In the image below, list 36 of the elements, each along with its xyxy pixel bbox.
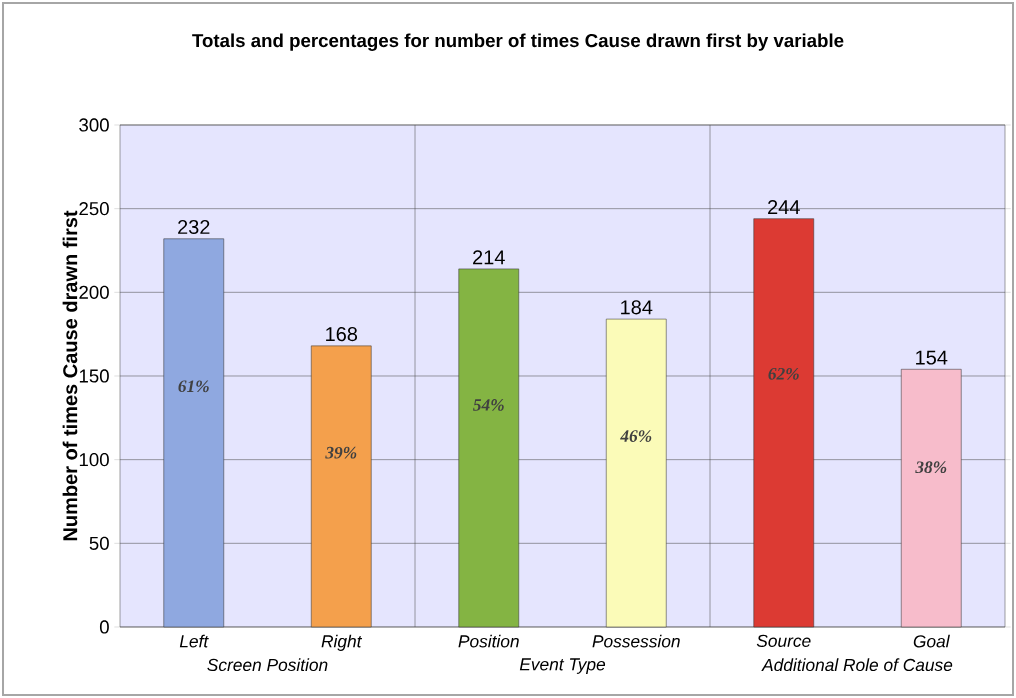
annotation: 46% [620, 430, 652, 442]
annotation: 38% [915, 461, 947, 474]
y-tick-label: 100 [79, 453, 109, 467]
x-tick-label: Left [179, 634, 209, 648]
bar [900, 369, 962, 628]
bar [458, 268, 520, 628]
annotation: 39% [325, 446, 357, 459]
chart-title: Totals and percentages for number of times Cause drawn first by variable [192, 33, 844, 51]
data-label: 244 [768, 200, 800, 214]
y-axis-title: Number of times Cause drawn first [62, 210, 78, 541]
annotation: 61% [178, 380, 209, 393]
y-tick-label: 0 [99, 620, 109, 634]
bar [310, 345, 372, 628]
annotation: 54% [473, 399, 504, 411]
y-tick-label: 300 [79, 118, 109, 132]
data-label: 214 [473, 250, 505, 265]
x-tick-label: Possession [592, 634, 680, 648]
y-tick-label: 50 [89, 536, 109, 550]
annotation: 62% [768, 367, 799, 380]
x-tick-label: Goal [913, 634, 950, 648]
x-tick-label: Position [458, 634, 519, 648]
data-label: 232 [178, 219, 210, 235]
text: Event Type [519, 658, 606, 674]
x-tick-label: Right [321, 634, 363, 651]
x-tick-label: Source [756, 634, 811, 647]
bar [163, 238, 225, 628]
data-label: 154 [916, 350, 948, 365]
bar [605, 318, 667, 628]
y-tick-label: 150 [79, 369, 109, 383]
y-tick-label: 250 [79, 202, 109, 216]
data-label: 168 [326, 326, 358, 342]
y-tick-label: 200 [79, 285, 109, 299]
bar [753, 218, 815, 628]
text: Screen Position [207, 658, 328, 672]
text: Additional Role of Cause [761, 658, 953, 672]
data-label: 184 [621, 300, 653, 315]
